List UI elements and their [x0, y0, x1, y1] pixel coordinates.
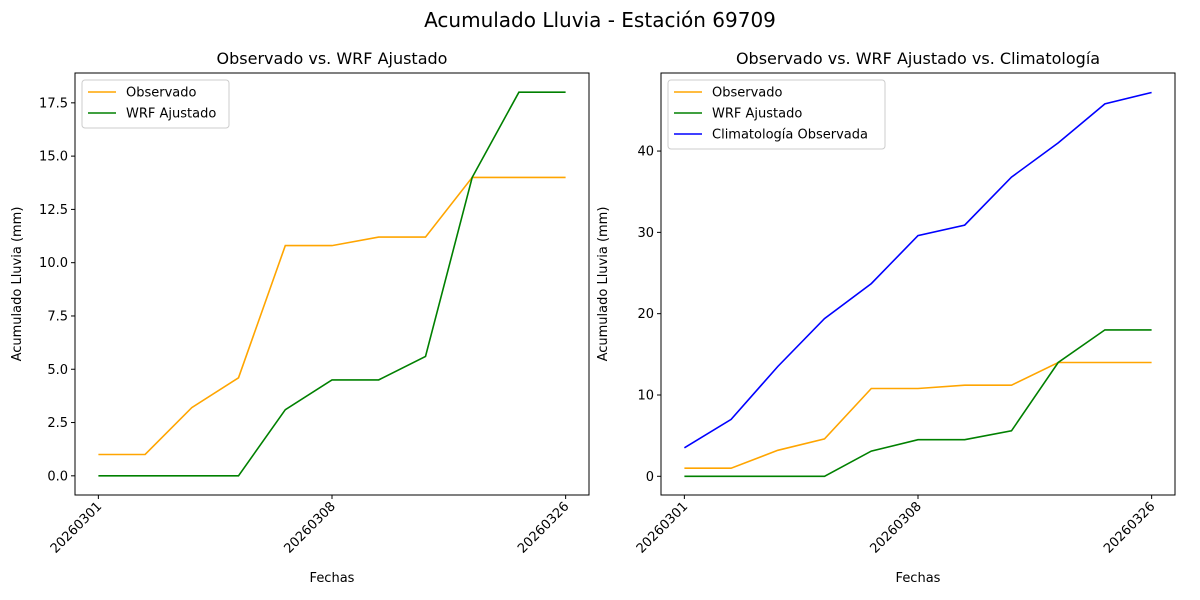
legend-label: Climatología Observada: [712, 128, 868, 143]
y-tick-label: 10: [637, 388, 654, 403]
x-tick-label: 20260326: [515, 499, 572, 556]
axes-frame: [74, 72, 590, 496]
x-tick-label: 20260326: [1101, 499, 1158, 556]
series-line-wrf-ajustado: [684, 329, 1152, 478]
x-tick-label: 20260308: [867, 499, 924, 556]
y-tick-label: 40: [637, 145, 654, 160]
panel-title: Observado vs. WRF Ajustado vs. Climatolo…: [736, 49, 1100, 68]
legend-label: Observado: [126, 86, 197, 101]
legend-box: [81, 79, 230, 129]
series-line-climatolog-a-observada: [683, 91, 1152, 449]
y-tick-label: 7.5: [47, 309, 68, 324]
legend-box: [667, 79, 886, 150]
x-tick-label: 20260308: [281, 499, 338, 556]
x-axis-label: Fechas: [310, 571, 355, 586]
x-axis-label: Fechas: [896, 571, 941, 586]
figure-title: Acumulado Lluvia - Estación 69709: [424, 8, 776, 32]
series-line-observado: [98, 176, 566, 456]
y-tick-label: 15.0: [39, 150, 68, 165]
legend-label: Observado: [712, 86, 783, 101]
y-axis-label: Acumulado Lluvia (mm): [10, 207, 25, 362]
legend: Observado WRF Ajustado Climatología Observ…: [667, 79, 886, 150]
y-tick-label: 20: [637, 307, 654, 322]
panel-title: Observado vs. WRF Ajustado: [217, 49, 448, 68]
x-tick-label: 20260301: [634, 499, 691, 556]
legend-label: WRF Ajustado: [712, 107, 802, 122]
y-tick-label: 12.5: [39, 203, 68, 218]
panel-right: Observado vs. WRF Ajustado vs. Climatolo…: [596, 49, 1176, 586]
y-tick-label: 10.0: [39, 256, 68, 271]
y-axis-label: Acumulado Lluvia (mm): [596, 207, 611, 362]
y-tick-label: 5.0: [47, 363, 68, 378]
legend: Observado WRF Ajustado: [81, 79, 230, 129]
x-tick-label: 20260301: [48, 499, 105, 556]
y-tick-label: 17.5: [39, 96, 68, 111]
y-tick-label: 0: [646, 470, 654, 485]
series-line-observado: [684, 361, 1152, 470]
y-tick-label: 0.0: [47, 469, 68, 484]
panel-left: Observado vs. WRF Ajustado 0.0 2.5 5.0 7.5 10…: [10, 49, 590, 586]
y-tick-label: 30: [637, 226, 654, 241]
series-line-wrf-ajustado: [98, 91, 566, 477]
legend-label: WRF Ajustado: [126, 107, 216, 122]
y-tick-label: 2.5: [47, 416, 68, 431]
